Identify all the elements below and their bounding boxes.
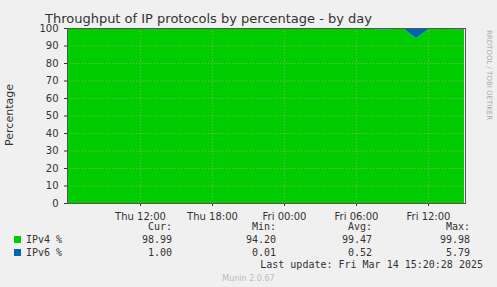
svg-text:Fri 00:00: Fri 00:00 [263, 211, 307, 220]
svg-text:60: 60 [46, 93, 59, 104]
html-text:RRDTOOL / TOBI OETIKER: RRDTOOL / TOBI OETIKER [485, 30, 493, 121]
html-text:1.00: 1.00 [147, 247, 172, 258]
svg-text:30: 30 [46, 145, 59, 156]
html-text:99.47: 99.47 [341, 234, 372, 245]
html-text:Min:: Min: [251, 221, 276, 232]
svg-text:70: 70 [46, 75, 59, 86]
html-text:IPv4 %: IPv4 % [26, 234, 63, 245]
svg-text:20: 20 [46, 163, 59, 174]
svg-text:0: 0 [52, 198, 58, 209]
svg-text:80: 80 [46, 58, 59, 69]
svg-text:Fri 12:00: Fri 12:00 [407, 211, 451, 220]
html-text:Throughput of IP protocols by: Throughput of IP protocols by percentage… [45, 11, 372, 26]
html-text:Avg:: Avg: [347, 221, 372, 232]
html-text:0.01: 0.01 [251, 247, 276, 258]
html-text:94.20: 94.20 [245, 234, 276, 245]
svg-text:100: 100 [39, 22, 59, 34]
html-text:Cur:: Cur: [147, 221, 172, 232]
html-text:Last update: Fri Mar 14 15:20:: Last update: Fri Mar 14 15:20:28 2025 [260, 259, 483, 270]
html-text:0.52: 0.52 [347, 247, 372, 258]
html-text:Max:: Max: [445, 221, 470, 232]
html-text:98.99: 98.99 [141, 234, 172, 245]
html-text:IPv6 %: IPv6 % [26, 247, 63, 258]
svg-text:40: 40 [46, 128, 59, 139]
html-text:Munin 2.0.67: Munin 2.0.67 [222, 274, 275, 283]
html-text:Percentage: Percentage [3, 84, 16, 146]
svg-text:Thu 12:00: Thu 12:00 [114, 211, 166, 220]
html-text:99.98: 99.98 [439, 234, 470, 245]
svg-text:Thu 18:00: Thu 18:00 [186, 211, 238, 220]
svg-text:10: 10 [46, 180, 59, 191]
html-text:5.79: 5.79 [445, 247, 470, 258]
svg-text:50: 50 [46, 110, 59, 121]
svg-text:90: 90 [46, 40, 59, 51]
svg-text:Fri 06:00: Fri 06:00 [335, 211, 379, 220]
